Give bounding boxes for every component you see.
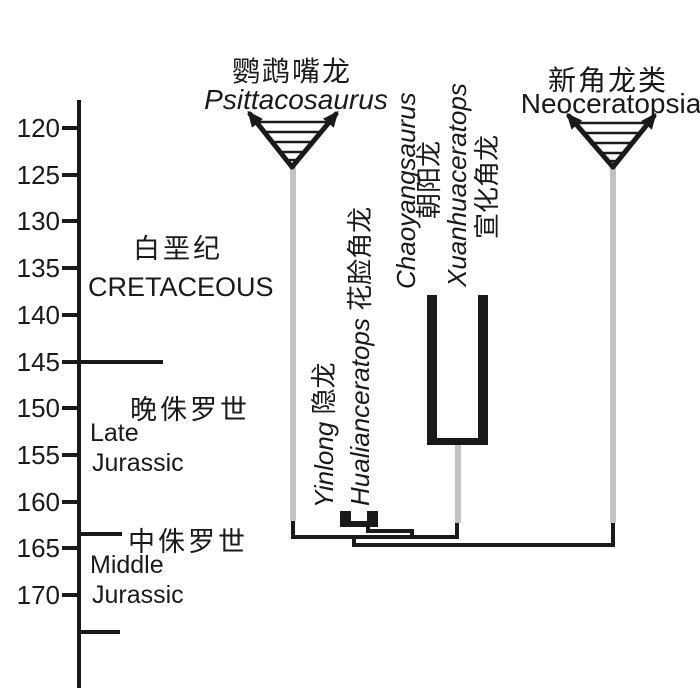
axis-tick-label: 165 [16,533,60,563]
neoceratopsia-stem-connector [611,523,615,547]
stage-boundary-line [78,630,120,634]
axis-tick-mark [62,500,79,504]
chaoyangsauridae-stem-connector [455,523,459,539]
axis-tick-mark [62,546,79,550]
period-middle-jurassic-en2: Jurassic [92,581,184,609]
axis-tick-label: 170 [16,580,60,610]
psittacosaurus-label-latin: Psittacosaurus [204,84,388,115]
axis-tick-mark [62,219,79,223]
yinlong-hualianceratops-bracket [340,521,378,527]
chaoyangsauridae-bracket [427,438,488,445]
axis-tick-label: 160 [16,487,60,517]
axis-tick-mark [62,313,79,317]
period-late-jurassic-en2: Jurassic [92,449,184,477]
chaoyangsaurus-label-zh: 朝阳龙 [414,140,444,219]
hualianceratops-range-bar [367,511,378,523]
axis-tick-mark [62,126,79,130]
axis-tick-mark [62,593,79,597]
period-cretaceous-zh: 白垩纪 [133,234,223,264]
neoceratopsia-clade-triangle [566,112,657,170]
root-jog [352,535,356,547]
yinlong-label-zh: 隐龙 [309,362,339,415]
axis-tick-label: 125 [16,160,60,190]
hualianceratops-label-latin: Hualianceratops [345,318,375,506]
node-line-yinlong-chaoyang [366,529,414,533]
left-arrow [247,110,295,170]
branch-jog [410,529,414,539]
stage-boundary-line [78,532,122,536]
axis-tick-mark [62,173,79,177]
hualianceratops-label: Hualianceratops 花脸角龙 [345,206,375,506]
xuanhuaceratops-label-latin: Xuanhuaceratops [442,83,472,287]
right-arrow [289,110,339,170]
psittacosaurus-label-zh: 鹦鹉嘴龙 [231,56,353,87]
xuanhuaceratops-range-bar [478,295,488,438]
triangle-hatch-lines [575,121,649,163]
axis-tick-label: 155 [16,440,60,470]
period-late-jurassic-zh: 晚侏罗世 [130,395,250,425]
neoceratopsia-label-latin: Neoceratopsia [520,88,700,119]
axis-tick-mark [62,453,79,457]
hualianceratops-label-zh: 花脸角龙 [345,206,375,311]
yinlong-range-bar [340,511,351,523]
xuanhuaceratops-label-zh: 宣化角龙 [472,134,502,239]
yinlong-label-latin: Yinlong [309,421,339,508]
right-arrow [610,112,657,170]
neoceratopsia-label-zh: 新角龙类 [547,65,669,96]
psittacosaurus-clade-triangle [247,110,339,170]
root-line [352,543,615,547]
chaoyangsauridae-ghost-lineage [455,445,461,523]
psittacosaurus-ghost-lineage [290,167,296,521]
period-late-jurassic-en1: Late [90,419,139,447]
neoceratopsia-ghost-lineage [610,167,616,523]
node-line-psittacosaurus-clade [291,535,459,539]
triangle-hatch-lines [256,120,330,162]
time-axis-line [77,100,81,688]
yinlong-label: Yinlong 隐龙 [309,362,339,508]
axis-tick-mark [62,406,79,410]
period-middle-jurassic-en1: Middle [90,551,164,579]
axis-tick-label: 140 [16,300,60,330]
axis-tick-label: 120 [16,113,60,143]
period-cretaceous-en: CRETACEOUS [88,272,274,302]
axis-tick-label: 135 [16,253,60,283]
axis-tick-mark [62,266,79,270]
left-arrow [566,112,616,170]
chaoyangsaurus-range-bar [427,295,437,438]
stage-boundary-line [78,360,163,364]
axis-tick-mark [62,360,79,364]
axis-tick-label: 145 [16,347,60,377]
axis-tick-label: 130 [16,206,60,236]
axis-tick-label: 150 [16,393,60,423]
period-middle-jurassic-zh: 中侏罗世 [128,527,248,557]
psittacosaurus-stem-connector [291,521,295,539]
